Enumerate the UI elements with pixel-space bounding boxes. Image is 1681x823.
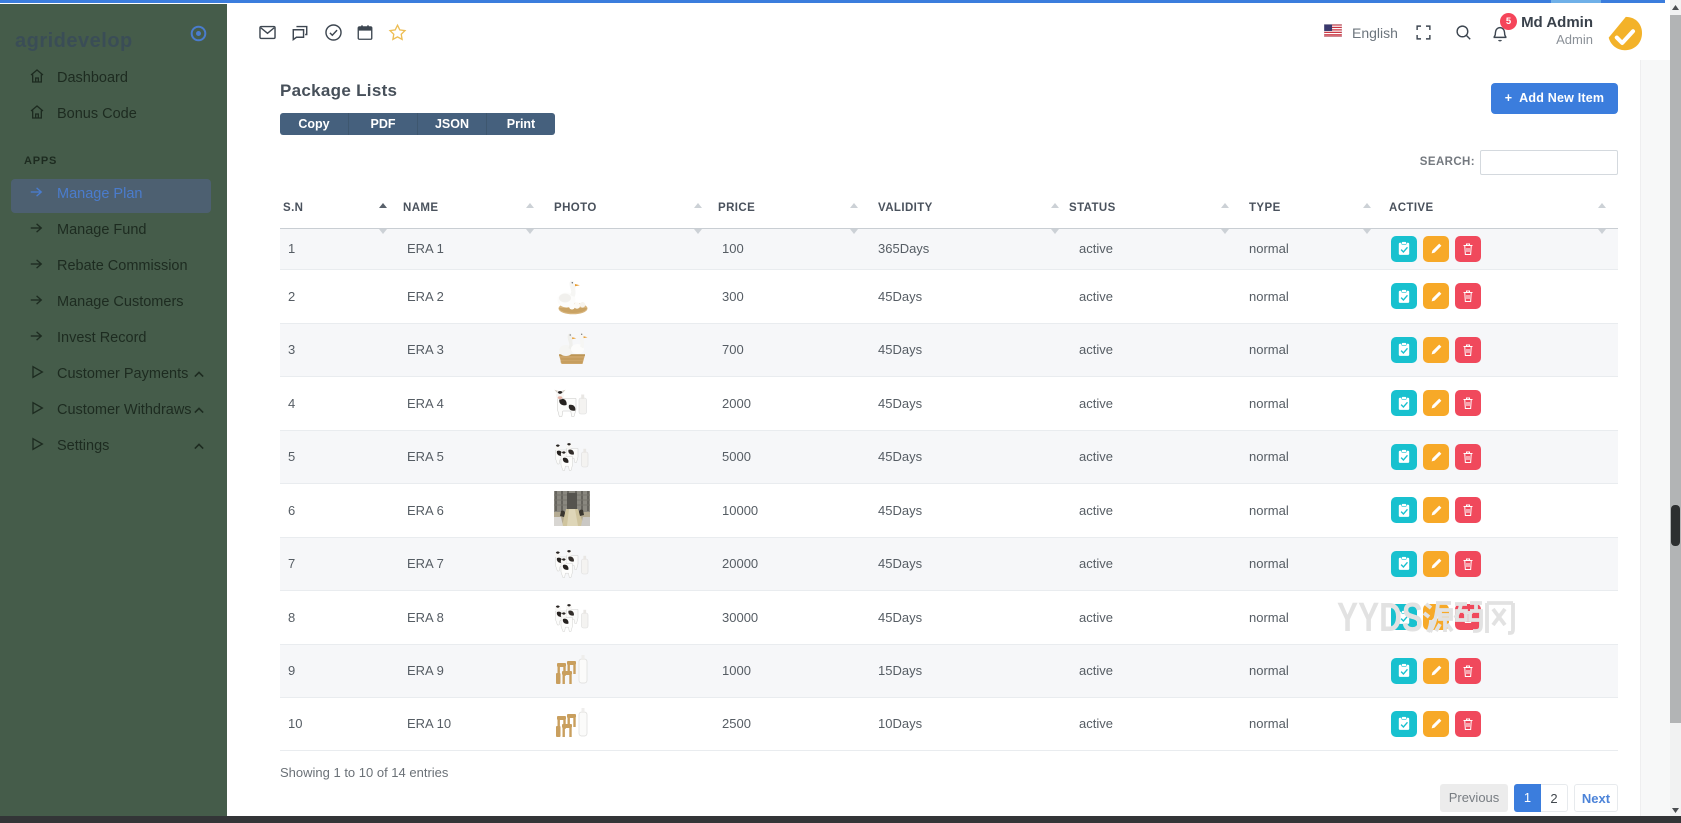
svg-text:YYDS: YYDS [1337,596,1423,640]
